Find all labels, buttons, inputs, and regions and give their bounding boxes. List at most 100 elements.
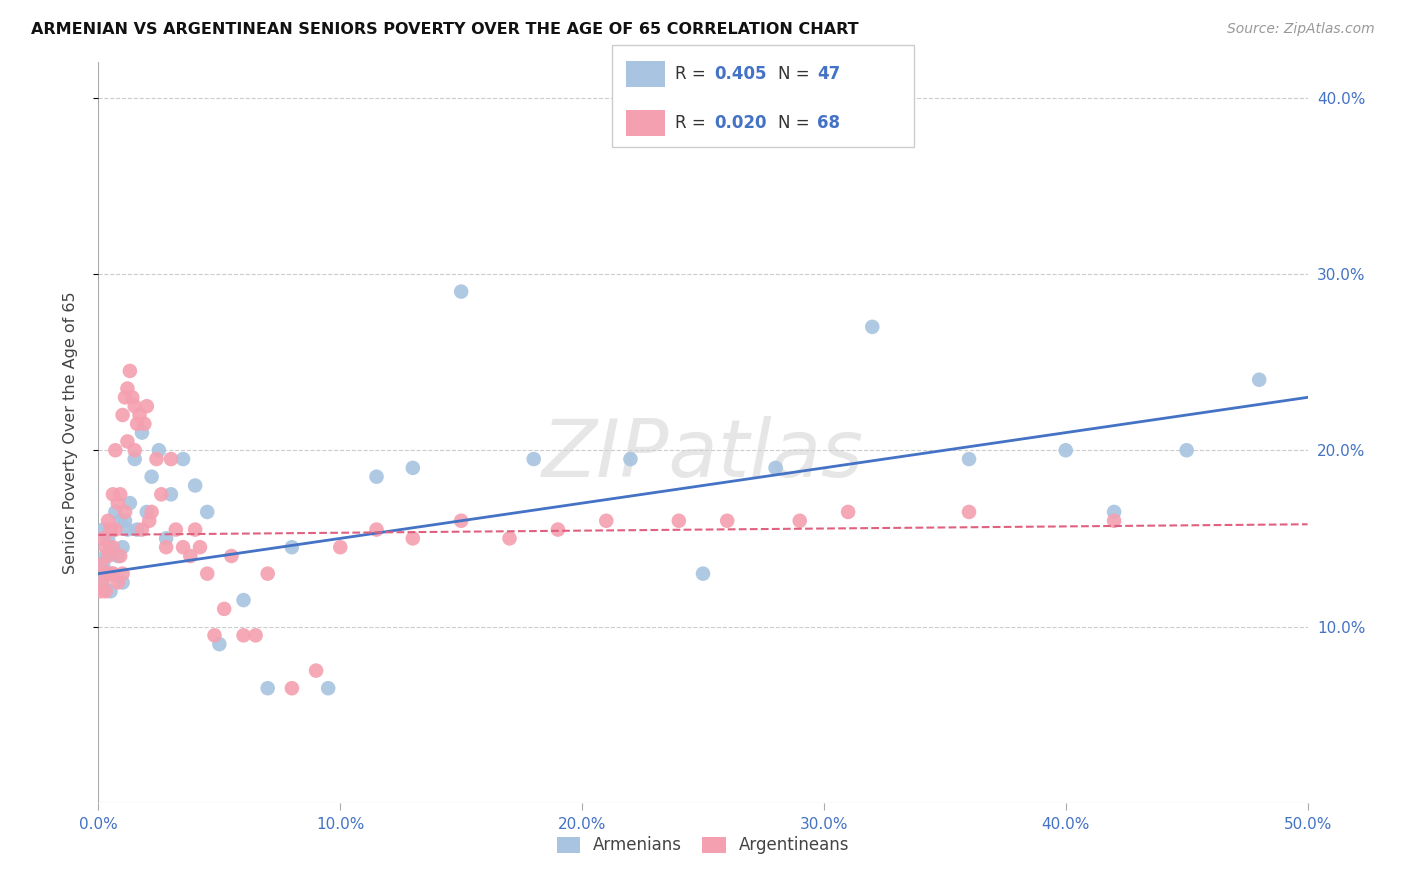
Text: R =: R = bbox=[675, 114, 711, 132]
Point bbox=[172, 452, 194, 467]
Point bbox=[134, 417, 156, 431]
Point bbox=[91, 523, 114, 537]
Point bbox=[188, 540, 211, 554]
Point bbox=[114, 514, 136, 528]
Point bbox=[131, 523, 153, 537]
Y-axis label: Seniors Poverty Over the Age of 65: Seniors Poverty Over the Age of 65 bbox=[63, 292, 77, 574]
Point bbox=[124, 399, 146, 413]
Text: ARMENIAN VS ARGENTINEAN SENIORS POVERTY OVER THE AGE OF 65 CORRELATION CHART: ARMENIAN VS ARGENTINEAN SENIORS POVERTY … bbox=[31, 22, 859, 37]
Point bbox=[160, 487, 183, 501]
Point bbox=[595, 514, 617, 528]
Point bbox=[94, 566, 117, 581]
Point bbox=[108, 514, 131, 528]
Point bbox=[305, 664, 328, 678]
Point bbox=[145, 452, 167, 467]
Point bbox=[256, 681, 278, 696]
Point bbox=[107, 549, 129, 563]
Point bbox=[1102, 505, 1125, 519]
Point bbox=[1175, 443, 1198, 458]
Point bbox=[104, 443, 127, 458]
Point bbox=[101, 566, 124, 581]
Point bbox=[245, 628, 267, 642]
Point bbox=[150, 487, 173, 501]
Point bbox=[118, 364, 141, 378]
Point bbox=[256, 566, 278, 581]
Point bbox=[111, 408, 134, 422]
Point bbox=[402, 532, 425, 546]
Point bbox=[281, 540, 304, 554]
Point bbox=[108, 549, 131, 563]
Point bbox=[716, 514, 738, 528]
Point bbox=[212, 602, 235, 616]
Text: 68: 68 bbox=[817, 114, 839, 132]
Point bbox=[692, 566, 714, 581]
Point bbox=[765, 461, 787, 475]
Legend: Armenians, Argentineans: Armenians, Argentineans bbox=[550, 830, 856, 861]
Point bbox=[1054, 443, 1077, 458]
Point bbox=[97, 532, 120, 546]
Text: ZIPatlas: ZIPatlas bbox=[541, 416, 865, 494]
Text: 0.405: 0.405 bbox=[714, 65, 766, 83]
Point bbox=[1102, 514, 1125, 528]
Point bbox=[124, 443, 146, 458]
Point bbox=[232, 593, 254, 607]
Text: R =: R = bbox=[675, 65, 711, 83]
Point bbox=[547, 523, 569, 537]
Point bbox=[127, 417, 149, 431]
Point bbox=[148, 443, 170, 458]
Text: 47: 47 bbox=[817, 65, 841, 83]
Point bbox=[366, 469, 388, 483]
Point bbox=[1249, 373, 1271, 387]
Point bbox=[117, 523, 139, 537]
Point bbox=[100, 584, 122, 599]
Point bbox=[281, 681, 304, 696]
Point bbox=[131, 425, 153, 440]
Point bbox=[101, 566, 124, 581]
Point bbox=[179, 549, 201, 563]
Point bbox=[104, 505, 127, 519]
Point bbox=[523, 452, 546, 467]
Point bbox=[141, 469, 163, 483]
Point bbox=[837, 505, 859, 519]
Point bbox=[127, 523, 149, 537]
Point bbox=[208, 637, 231, 651]
Point bbox=[619, 452, 641, 467]
Text: Source: ZipAtlas.com: Source: ZipAtlas.com bbox=[1227, 22, 1375, 37]
Point bbox=[118, 496, 141, 510]
Point bbox=[97, 549, 120, 563]
Point bbox=[111, 575, 134, 590]
Point bbox=[402, 461, 425, 475]
Point bbox=[101, 487, 124, 501]
Point bbox=[94, 566, 117, 581]
Point bbox=[232, 628, 254, 642]
Point bbox=[195, 505, 218, 519]
Point bbox=[221, 549, 243, 563]
Point bbox=[97, 514, 120, 528]
Point bbox=[94, 549, 117, 563]
Point bbox=[138, 514, 160, 528]
Text: N =: N = bbox=[778, 114, 814, 132]
Point bbox=[91, 558, 114, 572]
Point bbox=[789, 514, 811, 528]
Point bbox=[160, 452, 183, 467]
Point bbox=[141, 505, 163, 519]
Point bbox=[172, 540, 194, 554]
Point bbox=[114, 390, 136, 404]
Point bbox=[155, 540, 177, 554]
Point bbox=[94, 540, 117, 554]
Point bbox=[329, 540, 352, 554]
Point bbox=[135, 399, 157, 413]
Point bbox=[117, 434, 139, 449]
Point bbox=[90, 575, 112, 590]
Point bbox=[104, 523, 127, 537]
Point bbox=[195, 566, 218, 581]
Point bbox=[316, 681, 339, 696]
Point bbox=[128, 408, 150, 422]
Point bbox=[668, 514, 690, 528]
Point bbox=[100, 540, 122, 554]
Point bbox=[117, 382, 139, 396]
Point bbox=[124, 452, 146, 467]
Point bbox=[135, 505, 157, 519]
Point bbox=[107, 496, 129, 510]
Point bbox=[204, 628, 226, 642]
